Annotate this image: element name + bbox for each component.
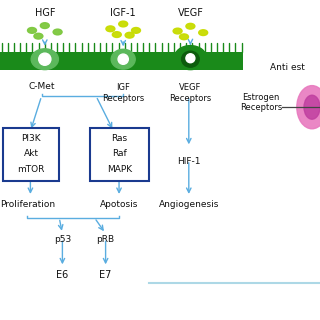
Text: VEGF: VEGF (178, 8, 203, 18)
Ellipse shape (132, 28, 140, 33)
Text: E6: E6 (56, 270, 68, 280)
Ellipse shape (112, 32, 121, 37)
Ellipse shape (106, 26, 115, 32)
Ellipse shape (31, 49, 59, 69)
Text: HGF: HGF (35, 8, 55, 18)
Ellipse shape (40, 23, 49, 28)
Text: C-Met: C-Met (28, 82, 55, 91)
Ellipse shape (186, 54, 195, 63)
Text: Estrogen
Receptors: Estrogen Receptors (240, 93, 282, 112)
Ellipse shape (53, 29, 62, 35)
Text: PI3K: PI3K (21, 134, 41, 143)
Ellipse shape (28, 28, 36, 33)
Ellipse shape (173, 28, 182, 34)
Ellipse shape (34, 33, 43, 39)
Ellipse shape (111, 49, 135, 69)
Ellipse shape (181, 51, 199, 67)
Text: Angiogenesis: Angiogenesis (159, 200, 219, 209)
Text: IGF
Receptors: IGF Receptors (102, 83, 144, 103)
Text: Apotosis: Apotosis (100, 200, 138, 209)
Text: Ras: Ras (111, 134, 127, 143)
Text: IGF-1: IGF-1 (110, 8, 136, 18)
FancyBboxPatch shape (3, 128, 59, 181)
Ellipse shape (304, 95, 320, 119)
Text: Akt: Akt (24, 149, 39, 158)
Text: MAPK: MAPK (107, 165, 132, 174)
Ellipse shape (199, 30, 208, 36)
Text: VEGF
Receptors: VEGF Receptors (169, 83, 212, 103)
Ellipse shape (186, 23, 195, 29)
Text: pRB: pRB (97, 235, 115, 244)
Ellipse shape (119, 21, 128, 27)
Text: p53: p53 (54, 235, 71, 244)
Ellipse shape (125, 32, 134, 38)
Ellipse shape (297, 85, 320, 129)
Text: Anti est: Anti est (270, 63, 305, 72)
Text: Raf: Raf (112, 149, 127, 158)
Text: E7: E7 (100, 270, 112, 280)
Bar (0, 52, 243, 69)
Ellipse shape (174, 45, 206, 69)
Text: mTOR: mTOR (18, 165, 45, 174)
FancyBboxPatch shape (90, 128, 149, 181)
Ellipse shape (39, 53, 51, 65)
Text: HIF-1: HIF-1 (177, 157, 201, 166)
Ellipse shape (180, 34, 188, 40)
Text: Proliferation: Proliferation (0, 200, 55, 209)
Ellipse shape (118, 54, 128, 64)
